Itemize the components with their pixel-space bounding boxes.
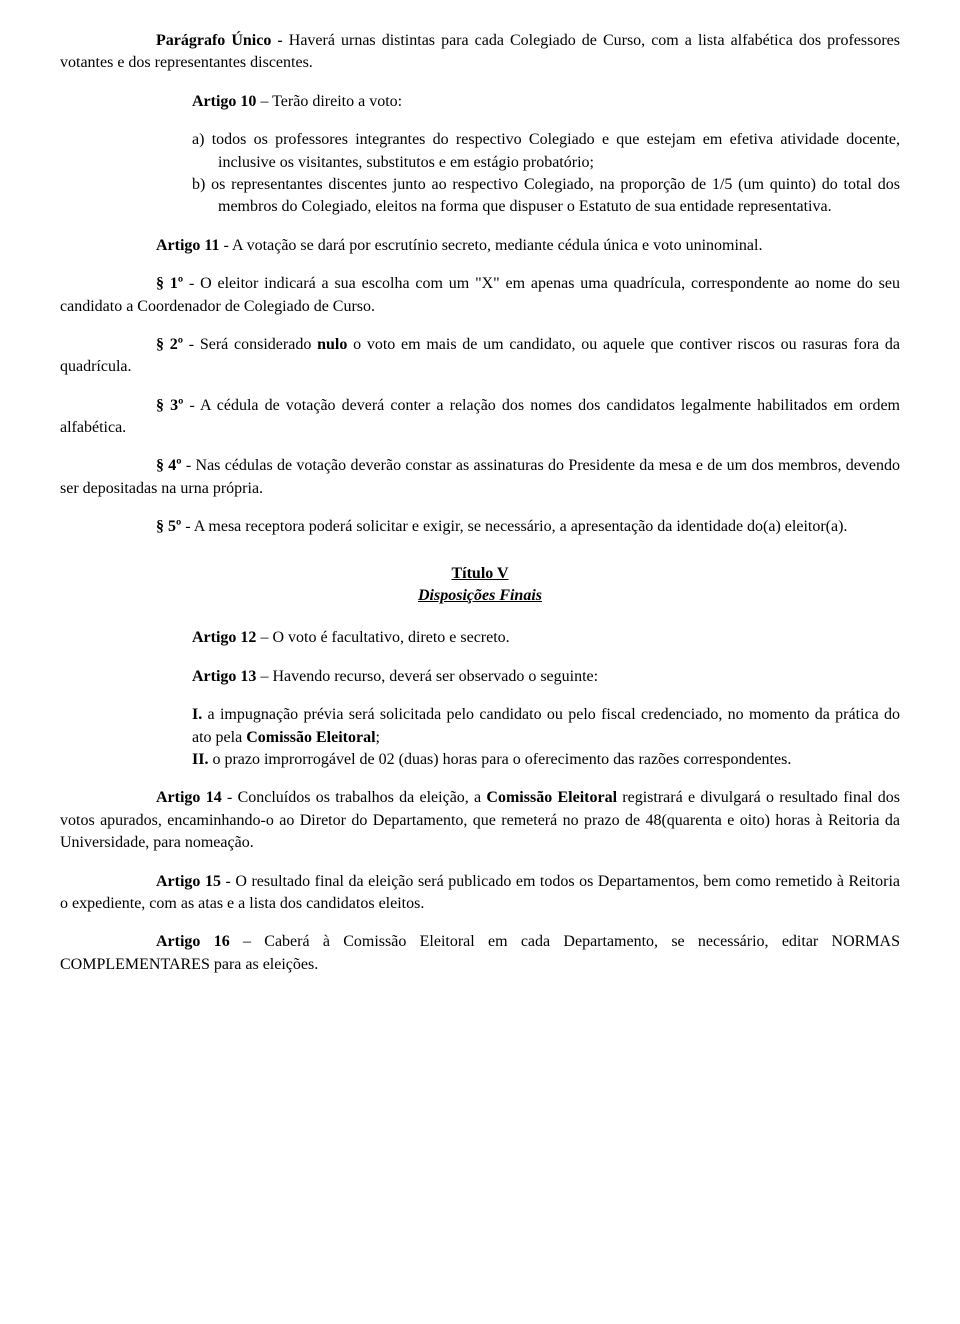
paragrafo-unico-label: Parágrafo Único - — [156, 32, 283, 49]
artigo14: Artigo 14 - Concluídos os trabalhos da e… — [60, 787, 900, 854]
artigo11-p5: § 5º - A mesa receptora poderá solicitar… — [60, 516, 900, 538]
artigo13: Artigo 13 – Havendo recurso, deverá ser … — [60, 666, 900, 688]
artigo11-p1: § 1º - O eleitor indicará a sua escolha … — [60, 273, 900, 318]
artigo11-p3-text: - A cédula de votação deverá conter a re… — [60, 397, 900, 436]
artigo13-i2-marker: II. — [192, 751, 208, 768]
artigo16-title: Artigo 16 — [156, 933, 230, 950]
artigo12: Artigo 12 – O voto é facultativo, direto… — [60, 627, 900, 649]
artigo11-p2-bold: nulo — [317, 336, 347, 353]
artigo13-i1-post: ; — [376, 729, 380, 746]
artigo11-p5-text: - A mesa receptora poderá solicitar e ex… — [181, 518, 847, 535]
artigo11-p3-label: § 3º — [156, 397, 183, 414]
artigo11-title: Artigo 11 — [156, 237, 220, 254]
artigo12-rest: – O voto é facultativo, direto e secreto… — [256, 629, 509, 646]
artigo10-item-b-text: os representantes discentes junto ao res… — [205, 176, 900, 215]
artigo15: Artigo 15 - O resultado final da eleição… — [60, 871, 900, 916]
artigo11-p4: § 4º - Nas cédulas de votação deverão co… — [60, 455, 900, 500]
artigo14-pre: - Concluídos os trabalhos da eleição, a — [222, 789, 487, 806]
artigo13-roman-list: I. a impugnação prévia será solicitada p… — [60, 704, 900, 771]
artigo16: Artigo 16 – Caberá à Comissão Eleitoral … — [60, 931, 900, 976]
artigo11-p5-label: § 5º — [156, 518, 181, 535]
artigo11-p2: § 2º - Será considerado nulo o voto em m… — [60, 334, 900, 379]
titulo5-title: Título V — [60, 563, 900, 585]
artigo13-i2-text: o prazo improrrogável de 02 (duas) horas… — [208, 751, 791, 768]
artigo13-i1: I. a impugnação prévia será solicitada p… — [192, 704, 900, 749]
artigo13-i2: II. o prazo improrrogável de 02 (duas) h… — [192, 749, 900, 771]
titulo5-subtitle: Disposições Finais — [60, 585, 900, 607]
artigo10-item-b: b) os representantes discentes junto ao … — [192, 174, 900, 219]
artigo10-list: a) todos os professores integrantes do r… — [60, 129, 900, 219]
artigo12-title: Artigo 12 — [192, 629, 256, 646]
artigo13-i1-marker: I. — [192, 706, 202, 723]
artigo11-p1-label: § 1º — [156, 275, 183, 292]
artigo14-bold: Comissão Eleitoral — [486, 789, 617, 806]
artigo13-rest: – Havendo recurso, deverá ser observado … — [256, 668, 598, 685]
artigo10-title: Artigo 10 — [192, 93, 256, 110]
artigo10-item-a-text: todos os professores integrantes do resp… — [204, 131, 900, 170]
artigo13-i1-bold: Comissão Eleitoral — [246, 729, 375, 746]
artigo11-p1-text: - O eleitor indicará a sua escolha com u… — [60, 275, 900, 314]
artigo13-title: Artigo 13 — [192, 668, 256, 685]
artigo14-title: Artigo 14 — [156, 789, 222, 806]
artigo10-rest: – Terão direito a voto: — [256, 93, 402, 110]
artigo11-p2-pre: - Será considerado — [183, 336, 317, 353]
artigo10-item-a: a) todos os professores integrantes do r… — [192, 129, 900, 174]
artigo11-p4-label: § 4º — [156, 457, 182, 474]
paragrafo-unico: Parágrafo Único - Haverá urnas distintas… — [60, 30, 900, 75]
artigo11-p4-text: - Nas cédulas de votação deverão constar… — [60, 457, 900, 496]
artigo11-main: Artigo 11 - A votação se dará por escrut… — [60, 235, 900, 257]
artigo11-p2-label: § 2º — [156, 336, 183, 353]
artigo10-title-line: Artigo 10 – Terão direito a voto: — [60, 91, 900, 113]
artigo11-main-text: - A votação se dará por escrutínio secre… — [220, 237, 763, 254]
artigo11-p3: § 3º - A cédula de votação deverá conter… — [60, 395, 900, 440]
artigo15-title: Artigo 15 — [156, 873, 221, 890]
artigo10-item-a-marker: a) — [192, 131, 204, 148]
artigo10-item-b-marker: b) — [192, 176, 205, 193]
